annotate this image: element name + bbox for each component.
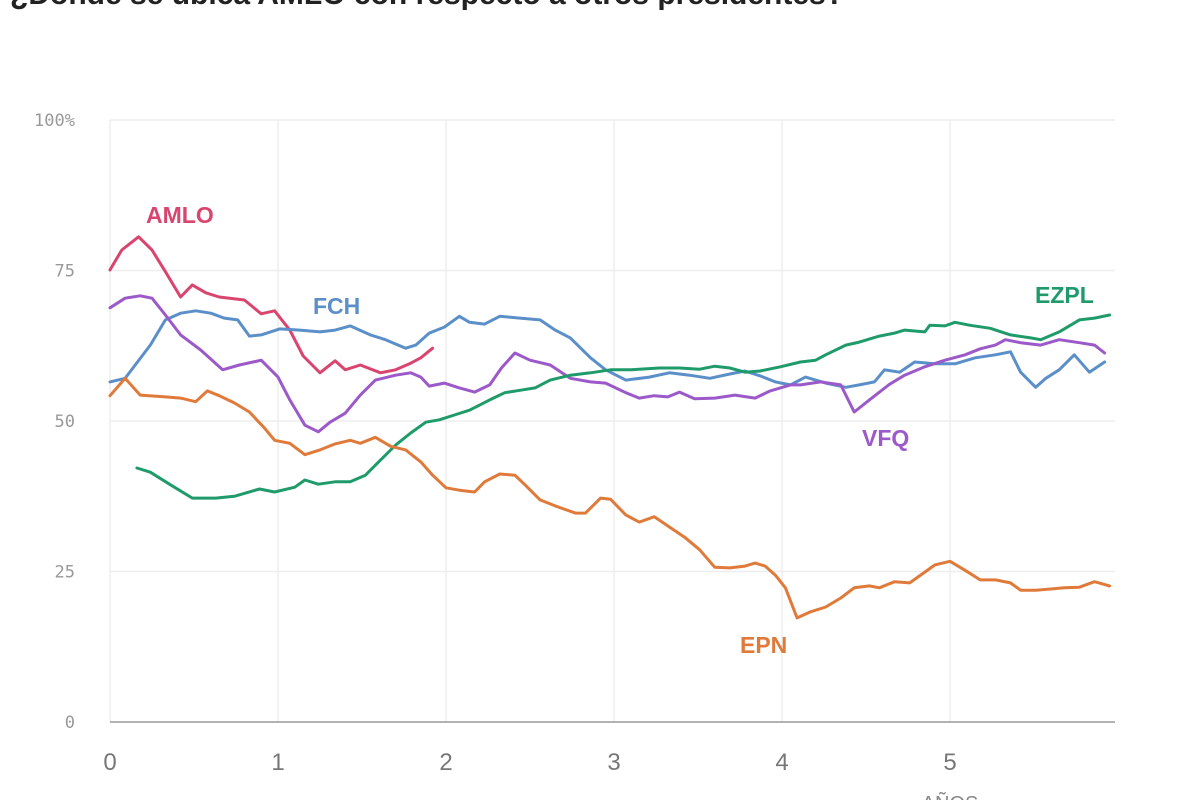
x-tick-label: 1 — [271, 749, 284, 776]
y-tick-label: 100% — [34, 111, 75, 131]
series-line-fch — [108, 309, 1107, 389]
x-tick-label: 2 — [439, 749, 452, 776]
series-label-epn: EPN — [740, 632, 787, 658]
y-tick-label: 75 — [55, 262, 75, 282]
series-label-fch: FCH — [313, 293, 360, 319]
y-tick-label: 25 — [55, 563, 75, 583]
x-axis-title: AÑOS — [922, 791, 979, 800]
series-label-amlo: AMLO — [146, 202, 214, 228]
series-label-vfq: VFQ — [862, 425, 909, 451]
series-line-vfq — [108, 294, 1107, 434]
chart-title: ¿Dónde se ubica AMLO con respecto a otro… — [10, 0, 844, 12]
x-tick-label: 4 — [775, 749, 788, 776]
series-label-ezpl: EZPL — [1035, 282, 1094, 308]
x-tick-label: 3 — [607, 749, 620, 776]
y-tick-label: 50 — [55, 412, 75, 432]
x-tick-label: 0 — [103, 749, 116, 776]
series-line-amlo — [108, 235, 435, 375]
series-line-ezpl — [135, 313, 1112, 500]
series-line-epn — [108, 376, 1112, 620]
y-tick-label: 0 — [65, 713, 75, 733]
x-tick-label: 5 — [943, 749, 956, 776]
